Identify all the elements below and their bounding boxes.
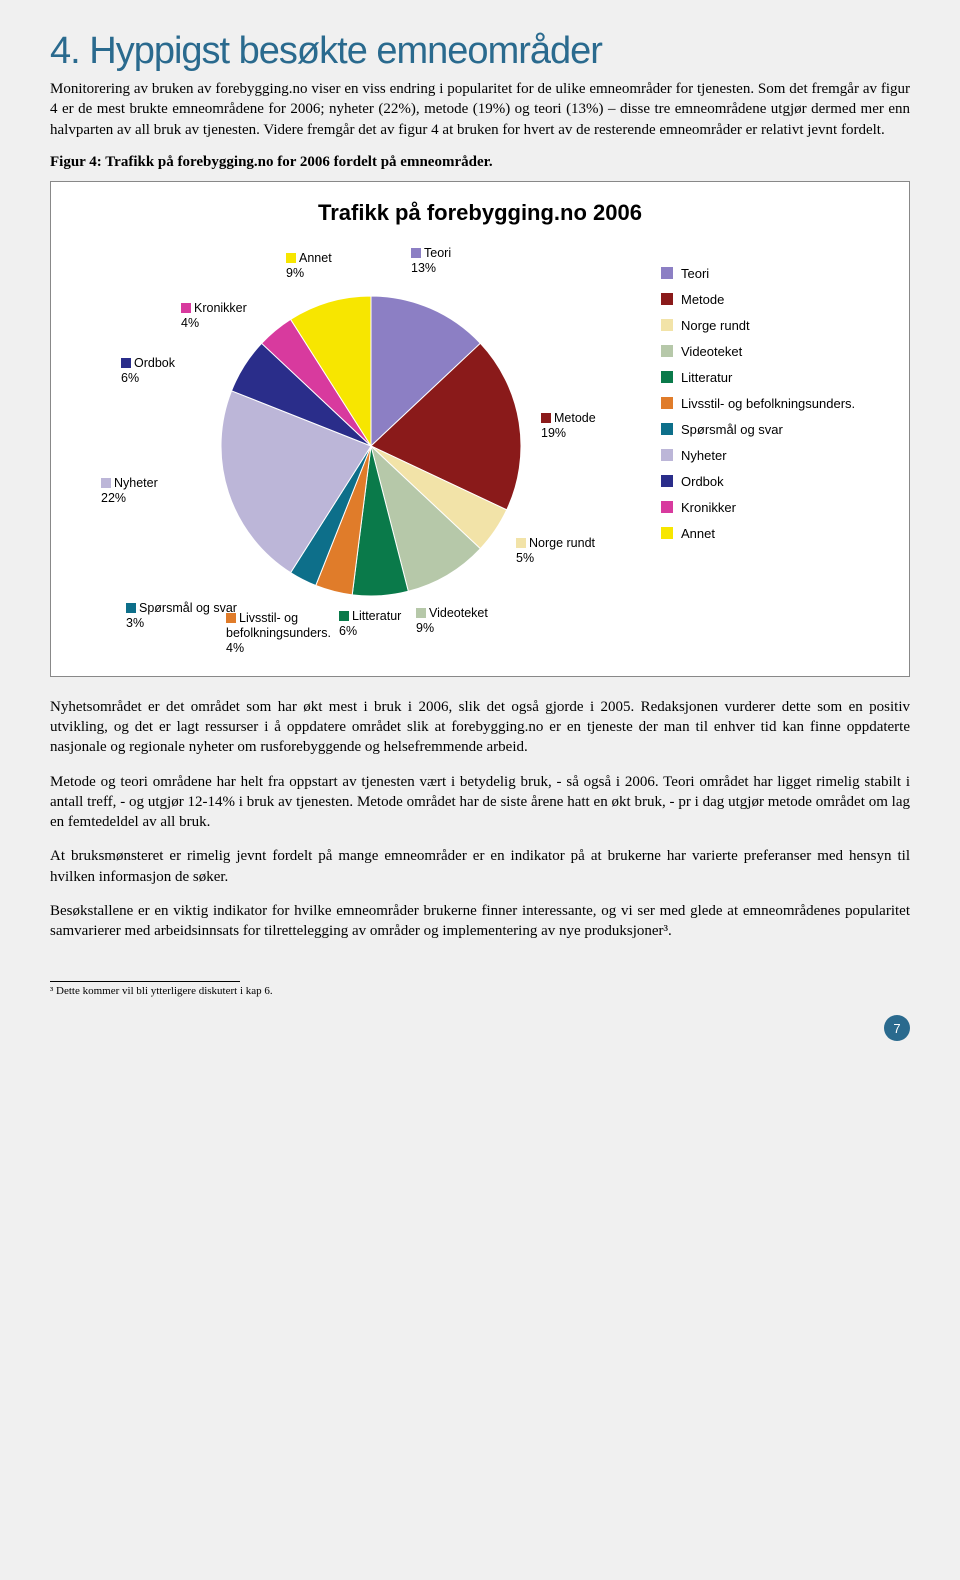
legend-item: Nyheter: [661, 448, 889, 463]
swatch-icon: [126, 603, 136, 613]
slice-label: Ordbok6%: [121, 356, 175, 386]
slice-label: Livsstil- ogbefolkningsunders.4%: [226, 611, 331, 656]
swatch-icon: [661, 527, 673, 539]
legend: Teori Metode Norge rundt Videoteket Litterat…: [661, 236, 889, 552]
legend-item: Videoteket: [661, 344, 889, 359]
swatch-icon: [661, 345, 673, 357]
swatch-icon: [661, 475, 673, 487]
figure-caption: Figur 4: Trafikk på forebygging.no for 2…: [50, 154, 910, 171]
chart-title: Trafikk på forebygging.no 2006: [71, 200, 889, 226]
swatch-icon: [661, 319, 673, 331]
swatch-icon: [416, 608, 426, 618]
slice-label: Norge rundt5%: [516, 536, 595, 566]
chart-body: Teori13% Metode19% Norge rundt5% Videoteket…: [71, 236, 889, 656]
body-paragraphs: Nyhetsområdet er det området som har økt…: [50, 697, 910, 942]
slice-label: Teori13%: [411, 246, 451, 276]
swatch-icon: [541, 413, 551, 423]
swatch-icon: [661, 267, 673, 279]
swatch-icon: [661, 449, 673, 461]
swatch-icon: [181, 303, 191, 313]
legend-item: Litteratur: [661, 370, 889, 385]
swatch-icon: [101, 478, 111, 488]
slice-label: Spørsmål og svar3%: [126, 601, 237, 631]
slice-label: Metode19%: [541, 411, 596, 441]
slice-label: Annet9%: [286, 251, 332, 281]
slice-label: Kronikker4%: [181, 301, 247, 331]
page-number: 7: [884, 1015, 910, 1041]
swatch-icon: [411, 248, 421, 258]
slice-label: Videoteket9%: [416, 606, 488, 636]
legend-item: Teori: [661, 266, 889, 281]
swatch-icon: [286, 253, 296, 263]
body-paragraph: Nyhetsområdet er det området som har økt…: [50, 697, 910, 758]
legend-item: Kronikker: [661, 500, 889, 515]
chart-container: Trafikk på forebygging.no 2006 Teori13% M…: [50, 181, 910, 677]
swatch-icon: [661, 423, 673, 435]
swatch-icon: [339, 611, 349, 621]
swatch-icon: [661, 371, 673, 383]
pie-chart: Teori13% Metode19% Norge rundt5% Videoteket…: [71, 236, 661, 656]
body-paragraph: Besøkstallene er en viktig indikator for…: [50, 901, 910, 942]
footnote: ³ Dette kommer vil bli ytterligere disku…: [50, 985, 910, 997]
legend-item: Annet: [661, 526, 889, 541]
body-paragraph: Metode og teori områdene har helt fra op…: [50, 772, 910, 833]
legend-item: Livsstil- og befolkningsunders.: [661, 396, 889, 411]
section-heading: 4. Hyppigst besøkte emneområder: [50, 30, 910, 73]
legend-item: Ordbok: [661, 474, 889, 489]
swatch-icon: [516, 538, 526, 548]
slice-label: Nyheter22%: [101, 476, 158, 506]
footnote-rule: [50, 981, 240, 982]
swatch-icon: [661, 397, 673, 409]
body-paragraph: At bruksmønsteret er rimelig jevnt forde…: [50, 846, 910, 887]
swatch-icon: [661, 501, 673, 513]
legend-item: Spørsmål og svar: [661, 422, 889, 437]
legend-item: Metode: [661, 292, 889, 307]
swatch-icon: [121, 358, 131, 368]
legend-item: Norge rundt: [661, 318, 889, 333]
slice-label: Litteratur6%: [339, 609, 401, 639]
swatch-icon: [661, 293, 673, 305]
intro-paragraph: Monitorering av bruken av forebygging.no…: [50, 79, 910, 140]
